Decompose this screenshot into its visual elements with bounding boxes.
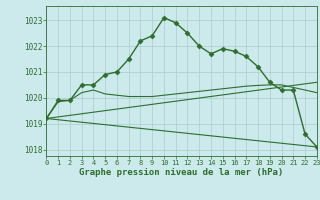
X-axis label: Graphe pression niveau de la mer (hPa): Graphe pression niveau de la mer (hPa) [79, 168, 284, 177]
